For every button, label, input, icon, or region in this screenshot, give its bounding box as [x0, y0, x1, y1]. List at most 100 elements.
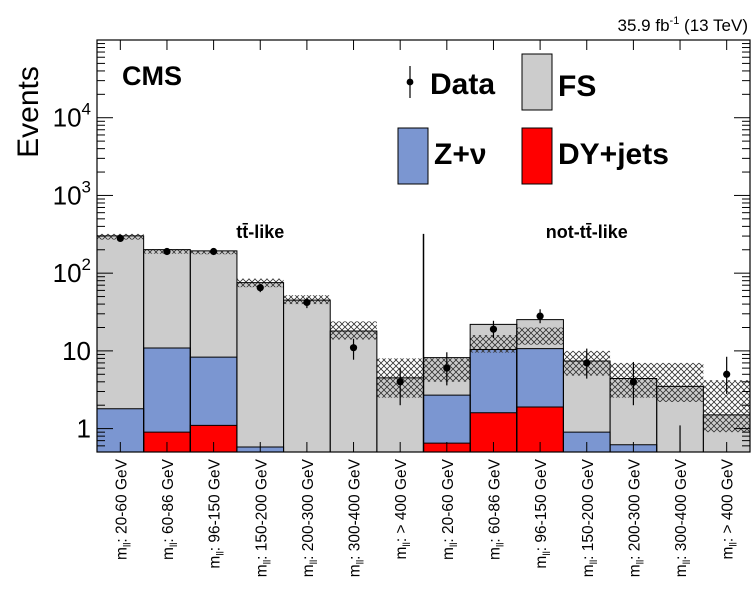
legend-dy-jets-label: DY+jets: [558, 138, 669, 171]
data-point-0: [116, 234, 124, 243]
lumi-energy: (13 TeV): [679, 16, 748, 35]
lumi-label: 35.9 fb-1 (13 TeV): [618, 15, 748, 35]
x-label-range: : 150-200 GeV: [253, 458, 270, 559]
data-point-13: [723, 370, 731, 378]
x-label-subscript: ll: [356, 560, 367, 564]
x-label-var: m: [347, 564, 364, 577]
y-tick-label-exponent: 3: [82, 177, 91, 196]
x-label-var: m: [580, 564, 597, 577]
uncertainty-band-12: [656, 362, 704, 402]
data-point-2: [210, 247, 218, 256]
data-point-11: [629, 378, 637, 386]
data-point-4: [303, 298, 311, 307]
x-label-var: m: [207, 556, 224, 569]
x-label-var: m: [113, 547, 130, 560]
x-tick-label-11: mll: 200-300 GeV: [626, 458, 646, 577]
x-label-range: : 60-86 GeV: [486, 458, 503, 542]
x-label-subscript: ll: [589, 560, 600, 564]
x-label-range: : 20-60 GeV: [113, 458, 130, 542]
x-label-range: : > 400 GeV: [393, 458, 410, 542]
uncertainty-band-8: [470, 335, 517, 353]
x-label-var: m: [253, 564, 270, 577]
legend-data-label: Data: [430, 68, 495, 101]
legend-z--swatch: [397, 127, 429, 185]
x-label-var: m: [393, 547, 410, 560]
x-label-range: : 96-150 GeV: [207, 458, 224, 551]
x-label-subscript: ll: [635, 560, 646, 564]
x-tick-label-8: mll: 60-86 GeV: [486, 458, 506, 560]
x-label-range: : 150-200 GeV: [580, 458, 597, 559]
region-labels: tt̄-like not-tt̄-like: [236, 222, 628, 242]
x-tick-label-10: mll: 150-200 GeV: [580, 458, 600, 577]
x-tick-label-4: mll: 200-300 GeV: [300, 458, 320, 577]
x-label-subscript: ll: [309, 560, 320, 564]
data-points: [116, 234, 731, 452]
legend-data-marker: [406, 78, 414, 86]
y-tick-label-base: 10: [62, 336, 91, 366]
y-tick-label-100: 102: [53, 255, 91, 288]
x-label-subscript: ll: [495, 543, 506, 547]
y-tick-label-base: 10: [53, 103, 82, 133]
x-label-range: : 300-400 GeV: [673, 458, 690, 559]
lumi-value: 35.9 fb: [618, 16, 670, 35]
y-tick-label-base: 10: [53, 180, 82, 210]
x-label-var: m: [300, 564, 317, 577]
x-label-var: m: [673, 564, 690, 577]
x-label-var: m: [486, 547, 503, 560]
x-label-range: : 20-60 GeV: [440, 458, 457, 542]
x-label-var: m: [160, 547, 177, 560]
legend: Data FS Z+ν DY+jets: [397, 53, 669, 185]
x-label-range: : 200-300 GeV: [626, 458, 643, 559]
y-tick-label-exponent: 2: [82, 255, 91, 274]
legend-fs-swatch: [521, 53, 553, 111]
x-label-range: : 200-300 GeV: [300, 458, 317, 559]
plot-frame: [96, 39, 751, 453]
data-point-3: [256, 284, 264, 292]
cms-label: CMS: [122, 61, 182, 91]
data-point-10: [583, 359, 591, 367]
data-point-7: [443, 364, 451, 372]
legend-dy-jets-swatch: [521, 127, 553, 185]
x-label-subscript: ll: [542, 551, 553, 555]
x-tick-label-12: mll: 300-400 GeV: [673, 458, 693, 577]
x-label-subscript: ll: [169, 543, 180, 547]
x-label-range: : 96-150 GeV: [533, 458, 550, 551]
x-label-subscript: ll: [402, 542, 413, 546]
x-label-subscript: ll: [262, 560, 273, 564]
data-point-5: [349, 344, 358, 352]
x-label-var: m: [440, 547, 457, 560]
data-point-1: [163, 247, 171, 256]
data-point-8: [489, 325, 498, 333]
x-tick-label-0: mll: 20-60 GeV: [113, 458, 133, 560]
x-tick-label-3: mll: 150-200 GeV: [253, 458, 273, 577]
x-label-subscript: ll: [449, 543, 460, 547]
region-label-1: not-tt̄-like: [546, 222, 628, 242]
bar-fs-4: [283, 300, 331, 452]
axis-ticks: [97, 40, 750, 452]
x-tick-label-7: mll: 20-60 GeV: [440, 458, 460, 560]
region-label-0: tt̄-like: [236, 222, 284, 242]
x-label-range: : 300-400 GeV: [347, 458, 364, 559]
x-tick-label-9: mll: 96-150 GeV: [533, 458, 553, 568]
y-axis-label: Events: [12, 66, 45, 158]
x-label-var: m: [626, 564, 643, 577]
bar-fs-3: [236, 282, 284, 452]
legend-z--label: Z+ν: [434, 138, 487, 171]
y-tick-label-1: 1: [77, 414, 91, 444]
y-tick-label-10: 10: [62, 336, 91, 366]
y-tick-label-base: 10: [53, 258, 82, 288]
x-label-subscript: ll: [122, 543, 133, 547]
x-tick-label-13: mll: > 400 GeV: [720, 458, 740, 559]
x-label-var: m: [533, 556, 550, 569]
legend-fs-label: FS: [558, 70, 596, 103]
x-label-var: m: [720, 547, 737, 560]
x-label-range: : > 400 GeV: [720, 458, 737, 542]
data-point-9: [536, 312, 544, 320]
y-tick-label-exponent: 4: [82, 100, 91, 119]
uncertainty-band-5: [330, 321, 377, 340]
x-tick-label-5: mll: 300-400 GeV: [347, 458, 367, 577]
data-point-6: [396, 378, 404, 386]
